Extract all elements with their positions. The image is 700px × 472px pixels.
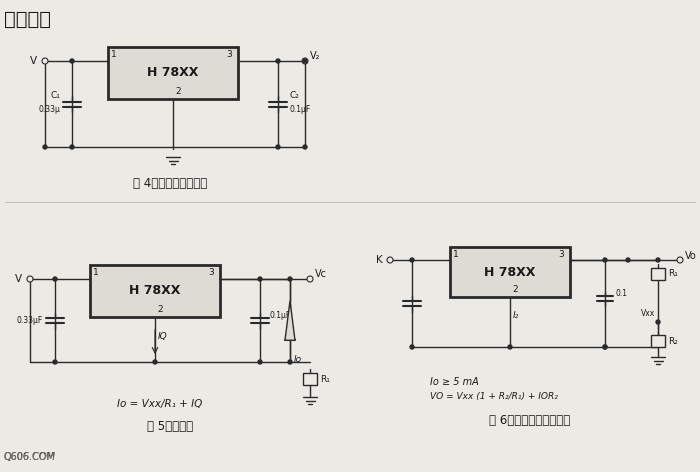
- Bar: [108, 47, 238, 99]
- Circle shape: [258, 277, 262, 281]
- Circle shape: [42, 58, 48, 64]
- Text: 1: 1: [111, 50, 117, 59]
- Circle shape: [27, 276, 33, 282]
- Circle shape: [626, 258, 630, 262]
- Text: V: V: [30, 56, 37, 66]
- Text: 0.1: 0.1: [615, 289, 627, 298]
- Circle shape: [288, 360, 292, 364]
- Circle shape: [603, 258, 607, 262]
- Circle shape: [677, 257, 683, 263]
- Text: H 78XX: H 78XX: [147, 67, 199, 79]
- Text: V₂: V₂: [310, 51, 321, 61]
- Text: 0.1μF: 0.1μF: [290, 104, 312, 113]
- Text: V: V: [15, 274, 22, 284]
- Polygon shape: [285, 301, 295, 340]
- Circle shape: [302, 58, 308, 64]
- Text: Vc: Vc: [315, 269, 327, 279]
- Text: IQ: IQ: [158, 332, 168, 342]
- Text: 3: 3: [226, 50, 232, 59]
- Bar: [303, 373, 317, 385]
- Circle shape: [410, 258, 414, 262]
- Circle shape: [656, 320, 660, 324]
- Text: Q606.COM: Q606.COM: [4, 452, 56, 462]
- Circle shape: [603, 345, 607, 349]
- Text: 图 4、固定输出稳压器: 图 4、固定输出稳压器: [133, 177, 207, 190]
- Bar: [651, 335, 665, 347]
- Bar: [651, 268, 665, 280]
- Text: Io ≥ 5 mA: Io ≥ 5 mA: [430, 377, 479, 387]
- Circle shape: [53, 360, 57, 364]
- Circle shape: [153, 360, 157, 364]
- Text: K: K: [377, 255, 383, 265]
- Text: H 78XX: H 78XX: [130, 285, 181, 297]
- Circle shape: [303, 145, 307, 149]
- Circle shape: [387, 257, 393, 263]
- Text: Vxx: Vxx: [640, 310, 655, 319]
- Circle shape: [288, 277, 292, 281]
- Text: I₂: I₂: [513, 311, 519, 320]
- Circle shape: [70, 59, 74, 63]
- Bar: [450, 247, 570, 297]
- Circle shape: [410, 345, 414, 349]
- Text: R₂: R₂: [668, 337, 678, 346]
- Text: 3: 3: [558, 250, 564, 259]
- Circle shape: [70, 145, 74, 149]
- Text: 应用电路: 应用电路: [4, 10, 51, 29]
- Bar: [90, 265, 220, 317]
- Text: C₂: C₂: [290, 92, 300, 101]
- Text: 2: 2: [512, 285, 517, 294]
- Text: C₁: C₁: [50, 92, 60, 101]
- Circle shape: [53, 277, 57, 281]
- Text: 1: 1: [93, 268, 99, 277]
- Text: 图 6、提高输出电压电路: 图 6、提高输出电压电路: [489, 414, 570, 427]
- Text: 1: 1: [453, 250, 459, 259]
- Text: 2: 2: [175, 87, 181, 96]
- Circle shape: [307, 276, 313, 282]
- Text: 图 5、恒流源: 图 5、恒流源: [147, 420, 193, 433]
- Circle shape: [276, 145, 280, 149]
- Text: 0.33μF: 0.33μF: [17, 316, 43, 325]
- Circle shape: [603, 345, 607, 349]
- Text: VO = Vxx (1 + R₂/R₁) + IOR₂: VO = Vxx (1 + R₂/R₁) + IOR₂: [430, 391, 558, 401]
- Text: R₁: R₁: [320, 374, 330, 383]
- Text: H 78XX: H 78XX: [484, 265, 536, 278]
- Circle shape: [656, 258, 660, 262]
- Text: 2: 2: [157, 305, 162, 314]
- Text: Io: Io: [294, 354, 302, 363]
- Circle shape: [258, 360, 262, 364]
- Text: 0.33μ: 0.33μ: [38, 104, 60, 113]
- Text: Io = Vxx/R₁ + IQ: Io = Vxx/R₁ + IQ: [118, 399, 202, 409]
- Text: R₁: R₁: [668, 270, 678, 278]
- Text: Q606.COM: Q606.COM: [4, 452, 56, 462]
- Circle shape: [43, 145, 47, 149]
- Text: 0.1μF: 0.1μF: [270, 311, 291, 320]
- Text: Vo: Vo: [685, 251, 696, 261]
- Circle shape: [303, 59, 307, 63]
- Circle shape: [276, 59, 280, 63]
- Text: 3: 3: [208, 268, 213, 277]
- Circle shape: [508, 345, 512, 349]
